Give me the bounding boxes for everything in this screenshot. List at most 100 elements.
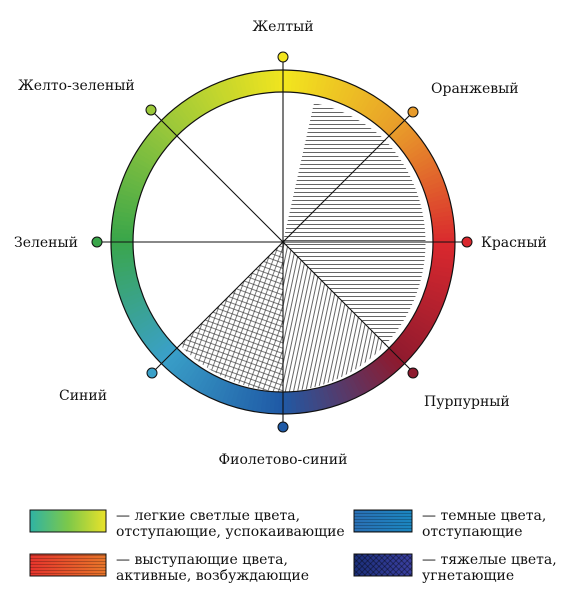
ring-segment	[167, 353, 186, 373]
ring-segment	[212, 378, 226, 401]
ring-segment	[418, 303, 441, 317]
legend-dark-line1: — темные цвета,	[422, 508, 546, 524]
ring-segment	[432, 242, 455, 248]
ring-segment	[229, 384, 241, 407]
ring-segment	[146, 133, 167, 151]
ring-segment	[112, 214, 135, 223]
ring-segment	[256, 71, 265, 94]
ring-segment	[404, 140, 426, 158]
ring-segment	[143, 136, 165, 154]
marker-yellow	[277, 51, 289, 63]
ring-segment	[343, 377, 358, 400]
ring-segment	[220, 381, 233, 405]
ring-segment	[136, 147, 158, 164]
ring-segment	[208, 84, 223, 107]
ring-segment	[111, 223, 134, 231]
ring-segment	[208, 377, 222, 400]
ring-segment	[423, 180, 446, 193]
ring-segment	[421, 295, 444, 309]
ring-segment	[314, 73, 324, 97]
ring-segment	[305, 389, 315, 412]
ring-segment	[148, 335, 169, 354]
ring-segment	[117, 284, 141, 296]
marker-orange	[407, 106, 419, 118]
ring-segment	[111, 245, 134, 251]
ring-segment	[427, 197, 451, 208]
ring-segment	[397, 130, 418, 149]
ring-segment	[357, 369, 373, 392]
ring-segment	[367, 100, 385, 121]
ring-segment	[379, 353, 399, 374]
color-ring	[110, 69, 456, 415]
ring-segment	[318, 74, 329, 98]
ring-segment	[371, 102, 389, 124]
ring-segment	[419, 299, 442, 313]
ring-segment	[376, 356, 395, 377]
ring-segment	[164, 350, 183, 370]
ring-segment	[290, 391, 297, 414]
ring-segment	[133, 316, 156, 332]
ring-segment	[412, 156, 435, 171]
ring-segment	[306, 72, 316, 95]
ring-segment	[380, 111, 399, 131]
ring-segment	[138, 323, 160, 340]
ring-segment	[286, 391, 292, 414]
ring-segment	[225, 78, 238, 101]
ring-segment	[421, 176, 444, 189]
ring-segment	[432, 237, 456, 243]
ring-segment	[354, 371, 369, 394]
ring-segment	[127, 306, 150, 321]
label-orange: Оранжевый	[431, 81, 519, 97]
ring-segment	[242, 387, 252, 411]
ring-segment	[122, 175, 145, 189]
ring-segment	[424, 288, 447, 301]
ring-segment	[174, 105, 193, 126]
legend-dark-line2: отступающие	[422, 524, 523, 540]
ring-segment	[140, 326, 162, 344]
ring-segment	[321, 75, 333, 99]
ring-segment	[332, 382, 345, 405]
label-purple: Пурпурный	[424, 394, 510, 410]
ring-segment	[383, 114, 402, 134]
ring-segment	[361, 95, 378, 117]
ring-segment	[410, 317, 432, 333]
ring-segment	[129, 309, 152, 325]
ring-segment	[328, 383, 341, 406]
ring-segment	[146, 332, 167, 351]
ring-segment	[115, 196, 139, 207]
ring-segment	[313, 387, 324, 411]
ring-segment	[158, 119, 178, 139]
ring-segment	[428, 201, 452, 212]
ring-segment	[301, 390, 310, 413]
ring-segment	[399, 333, 420, 351]
ring-segment	[432, 253, 455, 261]
ring-segment	[388, 345, 408, 365]
ring-segment	[155, 123, 175, 142]
ring-segment	[336, 380, 349, 403]
ring-segment	[425, 188, 449, 200]
ring-segment	[431, 215, 454, 224]
ring-segment	[385, 348, 405, 368]
ring-segment	[154, 341, 175, 361]
ring-segment	[111, 249, 134, 256]
ring-segment	[149, 129, 170, 148]
ring-segment	[255, 390, 264, 413]
label-yellow: Желтый	[252, 19, 313, 35]
ring-segment	[131, 313, 154, 328]
ring-segment	[122, 295, 145, 308]
ring-segment	[426, 193, 450, 204]
ring-segment	[125, 302, 148, 317]
ring-segment	[416, 163, 439, 178]
ring-segment	[204, 375, 219, 398]
ring-segment	[274, 70, 280, 93]
ring-segment	[174, 358, 192, 379]
ring-segment	[217, 81, 230, 104]
ring-segment	[394, 339, 414, 358]
ring-segment	[317, 386, 328, 410]
ring-segment	[113, 264, 136, 274]
ring-segment	[429, 269, 453, 279]
legend-light-line2: отступающие, успокаивающие	[116, 524, 345, 540]
ring-segment	[344, 84, 358, 107]
ring-segment	[200, 88, 216, 111]
marker-green	[91, 236, 103, 248]
